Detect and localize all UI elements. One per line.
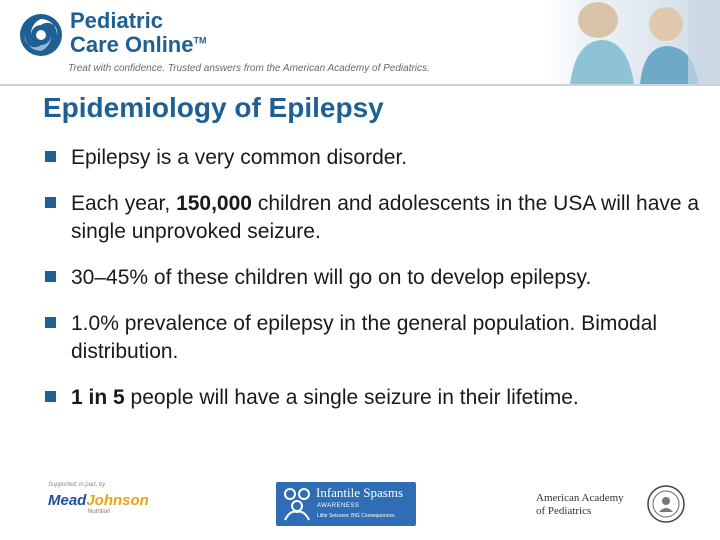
bullet-item: Each year, 150,000 children and adolesce… <box>45 190 705 246</box>
pediatric-care-online-logo-icon <box>20 14 62 56</box>
header-photo <box>548 0 720 84</box>
bullet-item: Epilepsy is a very common disorder. <box>45 144 705 172</box>
bullet-text-post: people will have a single seizure in the… <box>124 386 579 409</box>
bullet-item: 1 in 5 people will have a single seizure… <box>45 384 705 412</box>
bullet-text: 1.0% prevalence of epilepsy in the gener… <box>71 312 658 363</box>
square-bullet-icon <box>45 391 56 402</box>
brand-line1: Pediatric <box>70 8 163 33</box>
is-tagline: Little Seizures: BIG Consequences <box>317 513 395 519</box>
square-bullet-icon <box>45 317 56 328</box>
aap-line1: American Academy <box>536 492 624 504</box>
bullet-list: Epilepsy is a very common disorder. Each… <box>45 144 705 412</box>
bullet-text-bold: 1 in 5 <box>71 386 125 409</box>
square-bullet-icon <box>45 151 56 162</box>
aap-seal-icon <box>647 485 685 523</box>
bullet-text: Epilepsy is a very common disorder. <box>71 146 408 169</box>
aap-logo-text: American Academy of Pediatrics <box>536 492 624 518</box>
is-awareness: AWARENESS <box>317 503 360 509</box>
square-bullet-icon <box>45 197 56 208</box>
bullet-text: 30–45% of these children will go on to d… <box>71 266 592 289</box>
is-title: Infantile Spasms <box>316 485 404 500</box>
header: Pediatric Care OnlineTM Treat with confi… <box>0 0 720 86</box>
brand-name: Pediatric Care OnlineTM <box>70 10 206 56</box>
mj-name-a: Mead <box>48 492 87 509</box>
slide-title: Epidemiology of Epilepsy <box>43 92 384 123</box>
mead-johnson-logo: Supported, in part, by MeadJohnson Nutri… <box>48 482 149 534</box>
bullet-item: 1.0% prevalence of epilepsy in the gener… <box>45 310 705 366</box>
infantile-spasms-logo: Infantile Spasms AWARENESS Little Seizur… <box>276 482 416 526</box>
bullet-text-post: children and adolescents in the USA will… <box>71 192 700 243</box>
brand-tm: TM <box>193 35 207 46</box>
mj-name-b: Johnson <box>86 492 149 509</box>
bullet-text-pre: Each year, <box>71 192 177 215</box>
header-divider <box>0 84 720 86</box>
mj-sub-text: Nutrition <box>88 509 111 515</box>
square-bullet-icon <box>45 271 56 282</box>
tagline: Treat with confidence. Trusted answers f… <box>68 63 430 74</box>
footer: Supported, in part, by MeadJohnson Nutri… <box>0 478 720 540</box>
bullet-item: 30–45% of these children will go on to d… <box>45 264 705 292</box>
nurses-photo-icon <box>570 0 720 84</box>
brand-line2: Care Online <box>70 32 194 57</box>
aap-line2: of Pediatrics <box>536 505 592 517</box>
mj-supported-text: Supported, in part, by <box>48 482 106 488</box>
bullet-text-bold: 150,000 <box>176 192 252 215</box>
family-icon <box>284 488 310 521</box>
